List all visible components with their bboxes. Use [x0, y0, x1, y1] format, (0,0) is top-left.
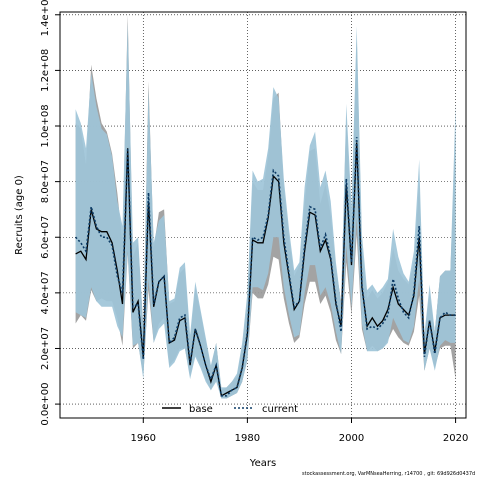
y-tick-label-2: 4.0e+07	[40, 271, 51, 314]
y-tick-label-1: 2.0e+07	[40, 327, 51, 370]
series-line-base	[75, 142, 456, 397]
x-tick-label-1980: 1980	[235, 433, 260, 444]
y-tick-label-4: 8.0e+07	[40, 160, 51, 203]
x-axis-title: Years	[249, 458, 276, 469]
legend-label-base: base	[189, 404, 213, 415]
legend: base current	[162, 404, 298, 415]
x-tick-label-2020: 2020	[443, 433, 468, 444]
series-lines	[75, 137, 456, 397]
x-tick-label-2000: 2000	[339, 433, 364, 444]
y-tick-label-7: 1.4e+08	[40, 0, 51, 36]
band-current	[75, 23, 456, 399]
y-tick-label-3: 6.0e+07	[40, 216, 51, 259]
y-tick-label-5: 1.0e+08	[40, 104, 51, 147]
plot-frame	[59, 11, 467, 419]
x-axis: 1960 1980 2000 2020	[131, 418, 468, 444]
legend-label-current: current	[262, 404, 298, 415]
series-line-current	[75, 137, 456, 397]
y-axis-title: Recruits (age 0)	[14, 175, 25, 255]
footer-note: stockassessment.org, VarMNseaHerring, r1…	[302, 471, 476, 477]
y-axis: 0.0e+00 2.0e+07 4.0e+07 6.0e+07 8.0e+07 1.0e+…	[40, 0, 60, 426]
y-tick-label-6: 1.2e+08	[40, 49, 51, 92]
x-tick-label-1960: 1960	[131, 433, 156, 444]
y-tick-label-0: 0.0e+00	[40, 383, 51, 426]
confidence-bands	[75, 14, 456, 399]
